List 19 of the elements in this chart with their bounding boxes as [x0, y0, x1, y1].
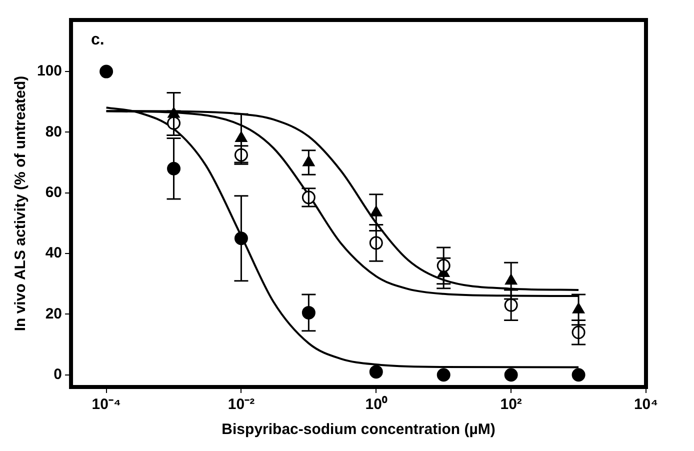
y-tick-label: 40 [45, 244, 62, 262]
x-tick-label: 10⁴ [634, 396, 658, 414]
y-tick-label: 20 [45, 305, 62, 322]
x-tick-label: 10⁰ [365, 395, 388, 414]
x-axis-title: Bispyribac-sodium concentration (µM) [222, 421, 496, 438]
y-tick-label: 60 [45, 184, 62, 202]
x-tick-label: 10² [500, 396, 522, 414]
y-tick-label: 80 [45, 123, 62, 140]
y-tick-label: 0 [54, 366, 62, 384]
point [504, 368, 518, 382]
point [100, 64, 114, 78]
annotation: c. [91, 31, 104, 48]
x-tick-label: 10⁻² [228, 396, 255, 414]
point [572, 368, 586, 382]
point [436, 368, 450, 382]
y-tick-label: 100 [36, 62, 62, 80]
point [369, 365, 383, 379]
y-axis-title: In vivo ALS activity (% of untreated) [12, 76, 30, 332]
x-tick-label: 10⁻⁴ [92, 396, 121, 414]
